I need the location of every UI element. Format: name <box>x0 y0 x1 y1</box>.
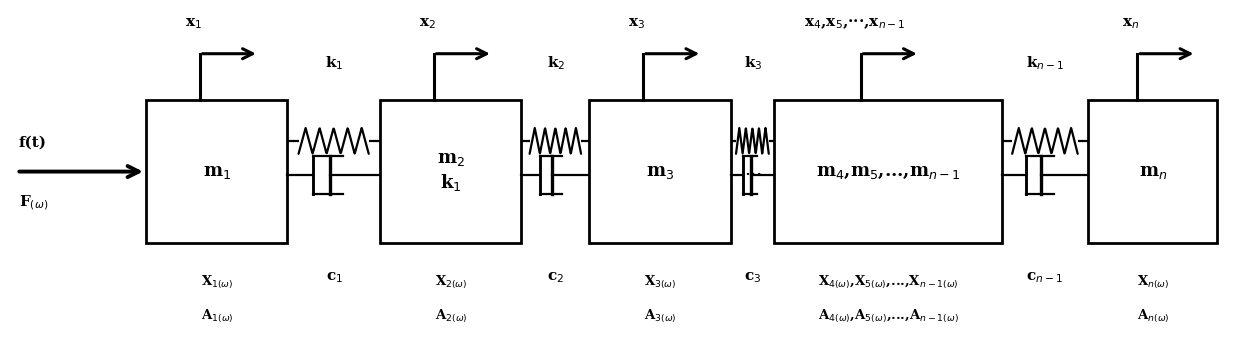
Text: k$_2$: k$_2$ <box>547 55 565 72</box>
Text: k$_{n-1}$: k$_{n-1}$ <box>1025 55 1064 72</box>
Text: X$_{4(\omega )}$,X$_{5(\omega )}$,...,X$_{n-1(\omega )}$: X$_{4(\omega )}$,X$_{5(\omega )}$,...,X$… <box>818 274 959 291</box>
Text: ···: ··· <box>744 166 763 184</box>
Text: c$_1$: c$_1$ <box>326 271 342 285</box>
Text: A$_{3(\omega )}$: A$_{3(\omega )}$ <box>645 308 677 326</box>
Text: X$_{2(\omega )}$: X$_{2(\omega )}$ <box>435 274 467 291</box>
Text: A$_{4(\omega )}$,A$_{5(\omega )}$,...,A$_{n-1(\omega )}$: A$_{4(\omega )}$,A$_{5(\omega )}$,...,A$… <box>818 308 959 326</box>
Text: A$_{n(\omega )}$: A$_{n(\omega )}$ <box>1137 308 1169 326</box>
Text: X$_{3(\omega )}$: X$_{3(\omega )}$ <box>645 274 677 291</box>
Text: m$_2$
k$_1$: m$_2$ k$_1$ <box>436 150 465 194</box>
Text: f(t): f(t) <box>19 135 47 149</box>
Bar <box>146 100 288 243</box>
Text: A$_{1(\omega )}$: A$_{1(\omega )}$ <box>201 308 233 326</box>
Text: k$_3$: k$_3$ <box>744 55 763 72</box>
Text: X$_{n(\omega )}$: X$_{n(\omega )}$ <box>1137 274 1169 291</box>
Bar <box>774 100 1002 243</box>
Text: X$_{1(\omega )}$: X$_{1(\omega )}$ <box>201 274 233 291</box>
Text: x$_1$: x$_1$ <box>185 17 202 32</box>
Text: m$_n$: m$_n$ <box>1138 163 1167 181</box>
Text: m$_1$: m$_1$ <box>202 163 231 181</box>
Text: c$_{n-1}$: c$_{n-1}$ <box>1027 271 1064 285</box>
Text: x$_3$: x$_3$ <box>629 17 646 32</box>
Text: x$_n$: x$_n$ <box>1122 17 1140 32</box>
Text: x$_2$: x$_2$ <box>419 17 436 32</box>
Text: x$_4$,x$_5$,···,x$_{n-1}$: x$_4$,x$_5$,···,x$_{n-1}$ <box>804 17 905 32</box>
Bar <box>589 100 730 243</box>
Text: k$_1$: k$_1$ <box>325 55 343 72</box>
Text: F$_{(\omega )}$: F$_{(\omega )}$ <box>19 194 48 212</box>
Text: c$_2$: c$_2$ <box>547 271 564 285</box>
Bar <box>1087 100 1218 243</box>
Text: c$_3$: c$_3$ <box>744 271 761 285</box>
Text: m$_3$: m$_3$ <box>646 163 675 181</box>
Bar <box>379 100 522 243</box>
Text: A$_{2(\omega )}$: A$_{2(\omega )}$ <box>435 308 467 326</box>
Text: m$_4$,m$_5$,...,m$_{n-1}$: m$_4$,m$_5$,...,m$_{n-1}$ <box>816 163 960 181</box>
